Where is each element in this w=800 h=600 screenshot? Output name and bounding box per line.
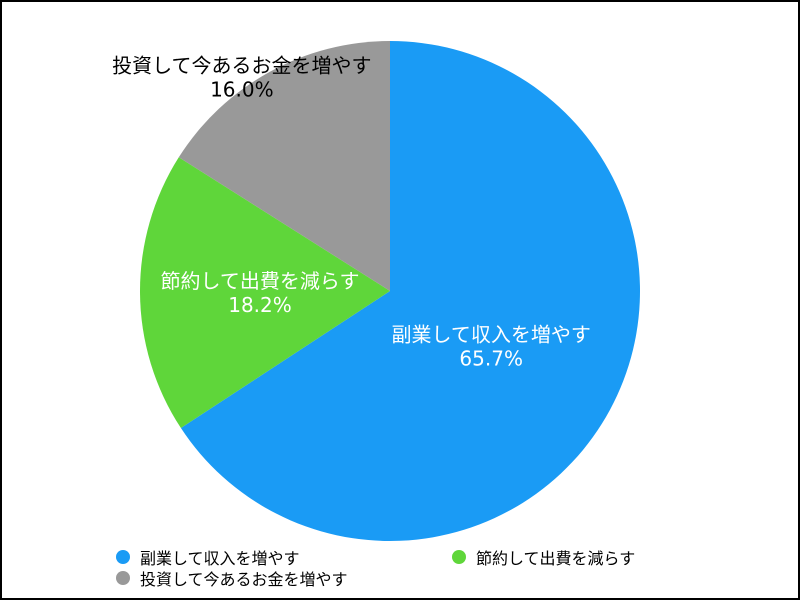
slice-label-side-job-value: 65.7% (459, 347, 523, 371)
pie-slice-investing (178, 41, 390, 291)
slice-label-side-job: 副業して収入を増やす 65.7% (391, 323, 590, 371)
slice-label-investing: 投資して今あるお金を増やす 16.0% (112, 53, 371, 101)
pie-slice-saving (140, 157, 390, 429)
pie-slice-side-job (180, 41, 640, 541)
slice-label-saving: 節約して出費を減らす 18.2% (161, 269, 360, 317)
slice-label-side-job-category: 副業して収入を増やす (391, 323, 590, 347)
slice-label-saving-value: 18.2% (228, 293, 292, 317)
slice-label-saving-category: 節約して出費を減らす (161, 269, 360, 293)
slice-label-investing-category: 投資して今あるお金を増やす (112, 53, 371, 77)
slice-label-investing-value: 16.0% (210, 77, 274, 101)
